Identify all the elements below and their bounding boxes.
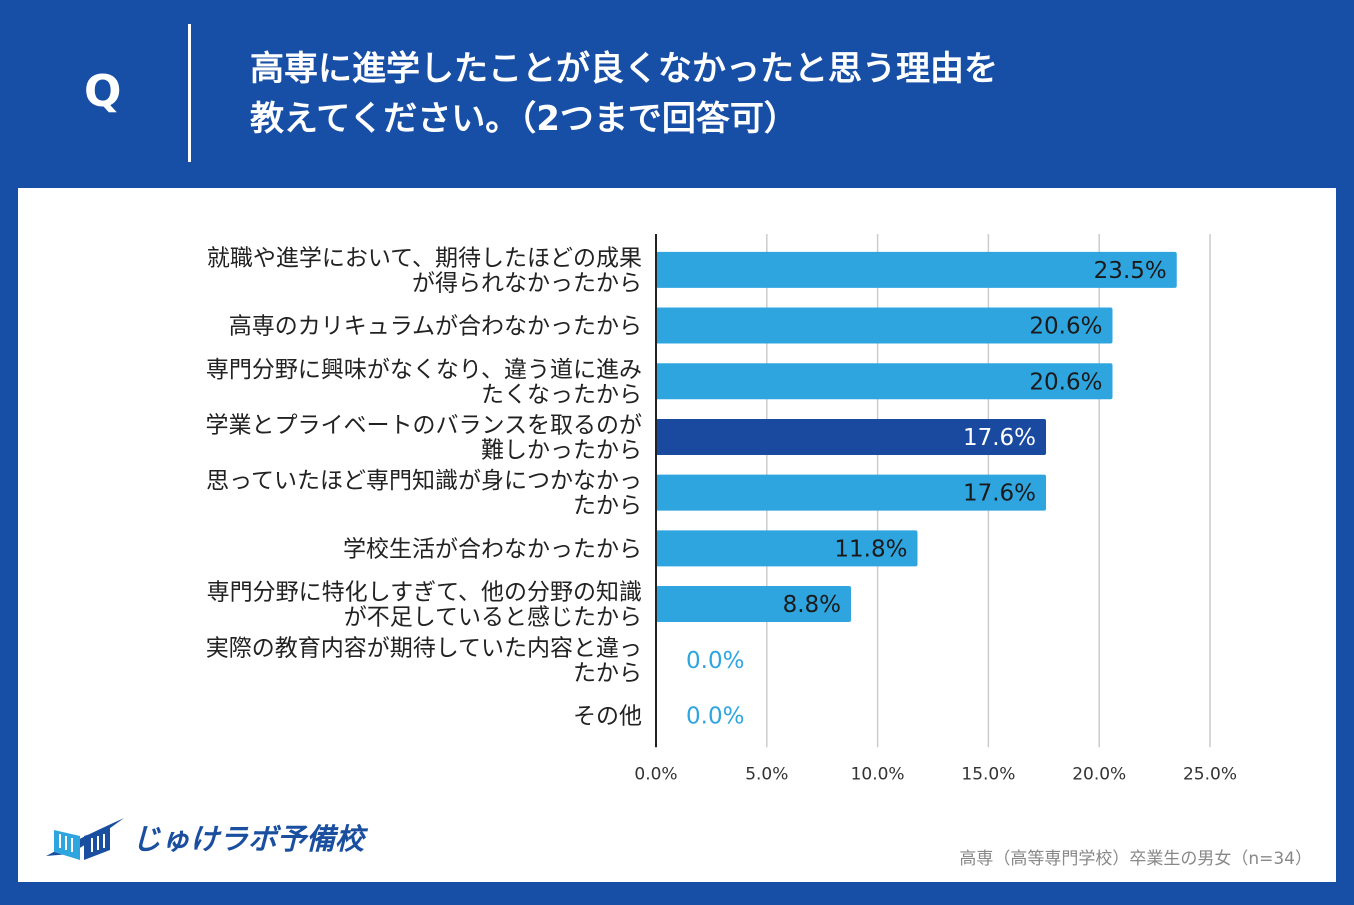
bar bbox=[656, 363, 1113, 400]
category-label: 学業とプライベートのバランスを取るのが bbox=[205, 412, 642, 438]
category-label: 就職や進学において、期待したほどの成果 bbox=[207, 245, 642, 271]
bar bbox=[656, 307, 1113, 344]
bar-value-label: 23.5% bbox=[1094, 258, 1167, 284]
bar-value-label: 20.6% bbox=[1029, 314, 1102, 340]
bar-value-label: 11.8% bbox=[834, 536, 907, 562]
category-label: たから bbox=[573, 493, 642, 519]
bar-value-label: 17.6% bbox=[963, 425, 1036, 451]
chart-panel: 0.0% 5.0% 10.0% 15.0% 20.0% 25.0% 23.5% 就職や進学にお… bbox=[18, 188, 1336, 882]
category-label: 学校生活が合わなかったから bbox=[343, 536, 642, 562]
brand-logo: じゅけラボ予備校 bbox=[40, 808, 400, 868]
x-tick-label: 20.0% bbox=[1072, 764, 1126, 784]
category-label: その他 bbox=[573, 703, 642, 729]
bar bbox=[656, 418, 1047, 455]
bar-value-label: 20.6% bbox=[1029, 369, 1102, 395]
category-label: 難しかったから bbox=[481, 437, 642, 463]
x-tick-label: 5.0% bbox=[745, 764, 788, 784]
x-tick-label: 15.0% bbox=[961, 764, 1015, 784]
bar-value-label: 17.6% bbox=[963, 481, 1036, 507]
bar-value-label: 0.0% bbox=[686, 703, 744, 729]
category-label: 思っていたほど専門知識が身につかなかっ bbox=[206, 468, 642, 494]
category-label: たから bbox=[573, 660, 642, 686]
x-tick-label: 0.0% bbox=[634, 764, 677, 784]
question-text: 高専に進学したことが良くなかったと思う理由を 教えてください。（2つまで回答可） bbox=[250, 44, 1330, 144]
question-header: Q 高専に進学したことが良くなかったと思う理由を 教えてください。（2つまで回答… bbox=[0, 0, 1354, 188]
question-line-2: 教えてください。（2つまで回答可） bbox=[250, 99, 798, 139]
category-label: 実際の教育内容が期待していた内容と違っ bbox=[206, 635, 642, 661]
bar bbox=[656, 530, 918, 567]
bar bbox=[656, 586, 852, 623]
bar bbox=[656, 474, 1047, 511]
question-marker: Q bbox=[84, 66, 122, 117]
brand-name: じゅけラボ予備校 bbox=[132, 822, 365, 856]
bar bbox=[656, 251, 1177, 288]
category-label: が得られなかったから bbox=[412, 270, 642, 296]
question-line-1: 高専に進学したことが良くなかったと思う理由を bbox=[250, 49, 998, 89]
category-label: 専門分野に興味がなくなり、違う道に進み bbox=[206, 357, 642, 383]
bar-chart: 0.0% 5.0% 10.0% 15.0% 20.0% 25.0% 23.5% 就職や進学にお… bbox=[205, 234, 1237, 784]
category-label: 高専のカリキュラムが合わなかったから bbox=[229, 314, 642, 340]
x-tick-label: 10.0% bbox=[851, 764, 905, 784]
open-book-swoosh-icon bbox=[46, 818, 124, 860]
category-label: たくなったから bbox=[481, 382, 642, 408]
bar-value-label: 0.0% bbox=[686, 648, 744, 674]
category-label: が不足していると感じたから bbox=[344, 605, 642, 631]
header-divider bbox=[188, 24, 191, 162]
x-tick-label: 25.0% bbox=[1183, 764, 1237, 784]
bar-value-label: 8.8% bbox=[783, 592, 841, 618]
category-label: 専門分野に特化しすぎて、他の分野の知識 bbox=[207, 580, 642, 606]
sample-footnote: 高専（高等専門学校）卒業生の男女（n=34） bbox=[959, 849, 1312, 869]
